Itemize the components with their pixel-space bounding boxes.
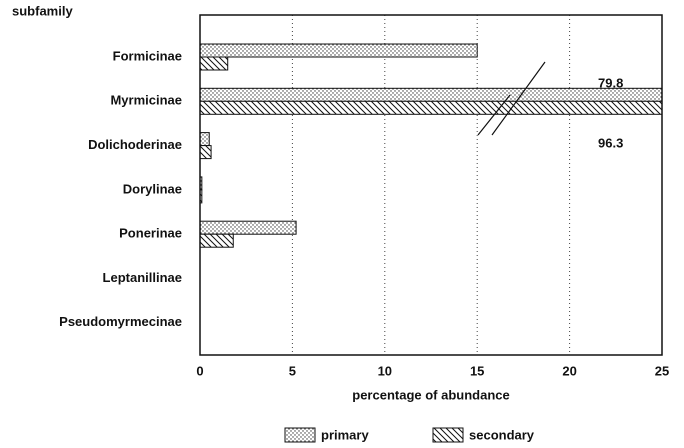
y-tick-label: Dolichoderinae: [88, 137, 182, 152]
y-axis-label: subfamily: [12, 3, 73, 18]
legend-label: primary: [321, 427, 369, 442]
x-tick-label: 0: [196, 363, 203, 378]
bar: [200, 43, 478, 58]
value-label: 79.8: [598, 76, 623, 91]
y-tick-label: Ponerinae: [119, 226, 182, 241]
x-tick-label: 5: [289, 363, 296, 378]
x-tick-label: 20: [562, 363, 576, 378]
legend-label: secondary: [469, 427, 535, 442]
y-tick-label: Leptanillinae: [103, 270, 182, 285]
bar: [200, 220, 297, 235]
y-tick-label: Pseudomyrmecinae: [59, 314, 182, 329]
x-tick-label: 15: [470, 363, 484, 378]
legend-swatch: [432, 427, 464, 443]
x-axis-label: percentage of abundance: [352, 387, 509, 402]
axis-break: [477, 61, 546, 136]
x-tick-label: 10: [378, 363, 392, 378]
bar: [200, 145, 212, 160]
value-label: 96.3: [598, 136, 623, 151]
bar: [200, 100, 662, 115]
legend-swatch: [284, 427, 316, 443]
bar: [200, 189, 203, 204]
y-tick-label: Dorylinae: [123, 181, 182, 196]
bar: [200, 233, 234, 248]
bar: [200, 56, 229, 71]
y-tick-label: Formicinae: [113, 48, 182, 63]
bar: [200, 87, 662, 102]
plot-frame: [199, 14, 663, 356]
bar: [200, 132, 210, 147]
x-tick-label: 25: [655, 363, 669, 378]
y-tick-label: Myrmicinae: [110, 93, 182, 108]
